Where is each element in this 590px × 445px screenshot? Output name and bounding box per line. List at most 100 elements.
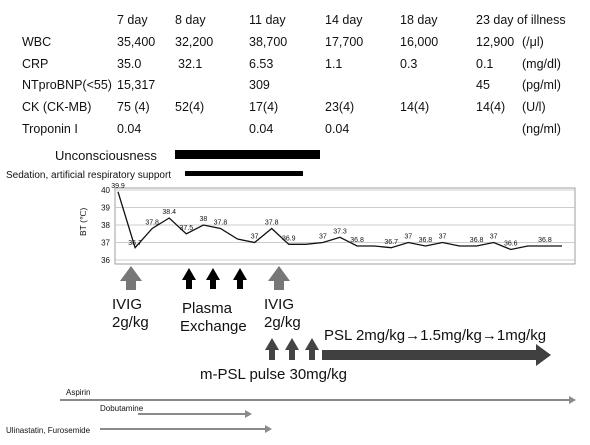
table-unit: (mg/dl)	[522, 57, 561, 71]
y-tick-label: 38	[101, 221, 110, 230]
data-label: 37	[490, 234, 498, 241]
unconsciousness-bar	[175, 150, 320, 159]
table-cell: 0.04	[325, 122, 349, 136]
data-label: 37.5	[179, 225, 193, 232]
mpsl-arrow	[285, 338, 299, 360]
data-label: 36.8	[538, 237, 552, 244]
data-label: 36.7	[128, 240, 142, 247]
table-cell: 15,317	[117, 78, 155, 92]
table-row-label: CRP	[22, 57, 48, 71]
table-cell: 0.1	[476, 57, 493, 71]
temperature-series-line	[117, 191, 562, 251]
data-label: 38	[199, 216, 207, 223]
table-day-header: 11 day	[249, 13, 286, 27]
ivig-label: IVIG	[264, 296, 294, 313]
plasma-exchange-arrow	[206, 268, 220, 289]
table-cell: 52(4)	[175, 100, 204, 114]
table-cell: 45	[476, 78, 490, 92]
table-unit: (ng/ml)	[522, 122, 561, 136]
y-tick-label: 40	[101, 186, 110, 195]
table-cell: 0.04	[117, 122, 141, 136]
table-day-header: 23 day of illness	[476, 13, 566, 27]
dobutamine-arrowhead	[245, 410, 252, 418]
data-label: 36.6	[504, 241, 518, 248]
table-cell: 14(4)	[476, 100, 505, 114]
data-label: 39.9	[111, 183, 125, 190]
table-cell: 0.3	[400, 57, 417, 71]
y-tick-labels: 36 37 38 39 40	[101, 186, 110, 265]
data-label: 37.8	[265, 220, 279, 227]
ulinastatin-furosemide-arrowhead	[265, 425, 272, 433]
table-cell: 0.04	[249, 122, 273, 136]
data-label: 37.8	[145, 220, 159, 227]
table-day-header: 18 day	[400, 13, 438, 27]
table-cell: 14(4)	[400, 100, 429, 114]
table-row-label: CK (CK-MB)	[22, 100, 91, 114]
gridlines	[115, 189, 575, 261]
plasma-exchange-arrow	[233, 268, 247, 289]
data-label: 37	[439, 234, 447, 241]
y-tick-label: 37	[101, 239, 110, 248]
table-cell: 38,700	[249, 35, 287, 49]
data-label: 37	[251, 234, 259, 241]
table-unit: (pg/ml)	[522, 78, 561, 92]
aspirin-arrowhead	[569, 396, 576, 404]
data-label: 36.7	[384, 239, 398, 246]
table-unit: (/μl)	[522, 35, 544, 49]
table-day-header: 14 day	[325, 13, 363, 27]
y-axis-label: BT (℃)	[78, 208, 88, 236]
table-cell: 32,200	[175, 35, 213, 49]
data-label: 38.4	[162, 209, 176, 216]
table-cell: 12,900	[476, 35, 514, 49]
table-cell: 35.0	[117, 57, 141, 71]
ulinastatin-furosemide-label: Ulinastatin, Furosemide	[6, 426, 91, 435]
y-tick-label: 39	[101, 204, 110, 213]
plasma-label: Plasma	[182, 300, 233, 317]
table-row-label: WBC	[22, 35, 51, 49]
table-cell: 17,700	[325, 35, 363, 49]
table-day-header: 8 day	[175, 13, 206, 27]
mpsl-label: m-PSL pulse 30mg/kg	[200, 366, 347, 383]
data-label: 36.8	[419, 237, 433, 244]
data-label: 36.8	[350, 237, 364, 244]
treatment-annotations: IVIG 2g/kg Plasma Exchange IVIG 2g/kg m-…	[112, 266, 551, 383]
data-label: 37	[404, 234, 412, 241]
data-label: 36.8	[470, 237, 484, 244]
unconsciousness-label: Unconsciousness	[55, 148, 157, 163]
plot-frame	[114, 187, 576, 265]
exchange-label: Exchange	[180, 318, 247, 335]
table-cell: 6.53	[249, 57, 273, 71]
table-cell: 309	[249, 78, 270, 92]
mpsl-arrow	[265, 338, 279, 360]
status-bars: Unconsciousness Sedation, artificial res…	[6, 148, 320, 181]
y-tick-label: 36	[101, 256, 110, 265]
table-cell: 32.1	[178, 57, 202, 71]
data-label: 37.8	[214, 220, 228, 227]
table-unit: (U/l)	[522, 100, 546, 114]
lab-table: 7 day 8 day 11 day 14 day 18 day 23 day …	[22, 13, 566, 136]
psl-label: PSL 2mg/kg→1.5mg/kg→1mg/kg	[324, 327, 546, 344]
ivig-dose: 2g/kg	[112, 314, 149, 331]
data-label: 37.3	[333, 228, 347, 235]
aspirin-label: Aspirin	[66, 388, 90, 397]
table-cell: 1.1	[325, 57, 342, 71]
ivig-dose: 2g/kg	[264, 314, 301, 331]
ivig-arrow	[120, 266, 142, 290]
psl-arrow	[322, 344, 551, 366]
mpsl-arrow	[305, 338, 319, 360]
ivig-label: IVIG	[112, 296, 142, 313]
dobutamine-label: Dobutamine	[100, 404, 144, 413]
data-label: 37	[319, 234, 327, 241]
table-cell: 23(4)	[325, 100, 354, 114]
ivig-arrow	[268, 266, 290, 290]
table-day-header: 7 day	[117, 13, 148, 27]
sedation-bar	[185, 171, 303, 176]
table-row-label: Troponin I	[22, 122, 78, 136]
table-cell: 16,000	[400, 35, 438, 49]
table-cell: 17(4)	[249, 100, 278, 114]
table-row-label: NTproBNP(<55)	[22, 78, 112, 92]
sedation-label: Sedation, artificial respiratory support	[6, 170, 171, 181]
